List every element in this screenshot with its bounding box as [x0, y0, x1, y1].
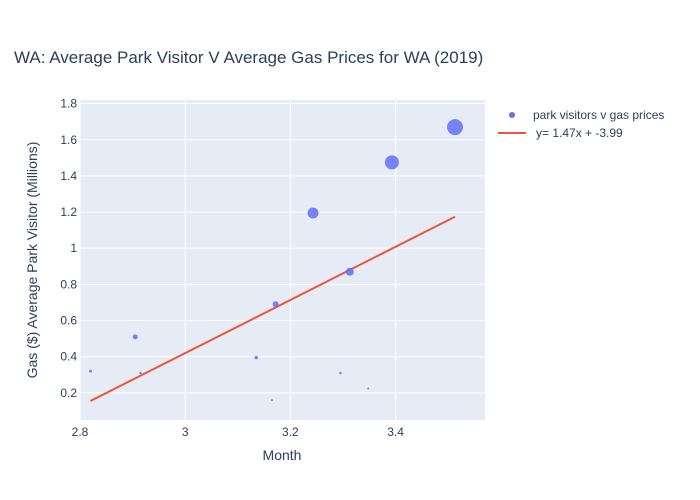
y-tick-label: 1.2 [60, 205, 77, 219]
x-tick-label: 3.4 [387, 425, 404, 439]
x-tick-label: 3 [182, 425, 189, 439]
x-axis-title: Month [263, 447, 302, 463]
y-tick-label: 1.4 [60, 169, 77, 183]
grid-lines [79, 100, 485, 420]
y-tick-label: 0.6 [60, 314, 77, 328]
y-tick-label: 1.6 [60, 133, 77, 147]
data-point[interactable] [339, 371, 342, 375]
y-tick-labels: 0.2 0.4 0.6 0.8 1 1.2 1.4 1.6 1.8 [60, 97, 77, 400]
marker-layer [89, 119, 464, 402]
data-point[interactable] [367, 387, 370, 390]
plot-area [80, 100, 485, 420]
y-tick-label: 0.2 [60, 386, 77, 400]
data-point[interactable] [447, 119, 464, 136]
data-point[interactable] [384, 155, 399, 170]
data-point[interactable] [132, 334, 138, 340]
legend-marker-swatch [509, 112, 515, 118]
legend[interactable]: park visitors v gas prices y= 1.47x + -3… [498, 108, 664, 140]
chart-title: WA: Average Park Visitor V Average Gas P… [14, 48, 483, 67]
y-axis-title: Gas ($) Average Park Visitor (Millions) [24, 142, 40, 379]
data-point[interactable] [272, 301, 279, 308]
data-point[interactable] [270, 399, 273, 402]
x-tick-labels: 2.8 3 3.2 3.4 [72, 425, 405, 439]
fit-line[interactable] [90, 215, 456, 402]
fit-line-layer [90, 215, 456, 402]
y-tick-label: 0.4 [60, 350, 77, 364]
data-point[interactable] [89, 369, 93, 373]
data-point[interactable] [307, 207, 319, 219]
x-tick-label: 3.2 [282, 425, 299, 439]
legend-label-markers: park visitors v gas prices [533, 108, 664, 122]
y-tick-label: 1 [70, 241, 77, 255]
data-point[interactable] [254, 355, 258, 360]
x-tick-label: 2.8 [72, 425, 89, 439]
legend-item-line[interactable]: y= 1.47x + -3.99 [498, 126, 623, 140]
legend-label-line: y= 1.47x + -3.99 [536, 126, 623, 140]
y-tick-label: 1.8 [60, 97, 77, 111]
data-point[interactable] [345, 267, 354, 276]
data-point[interactable] [139, 371, 142, 375]
y-tick-label: 0.8 [60, 277, 77, 291]
legend-item-markers[interactable]: park visitors v gas prices [509, 108, 664, 122]
